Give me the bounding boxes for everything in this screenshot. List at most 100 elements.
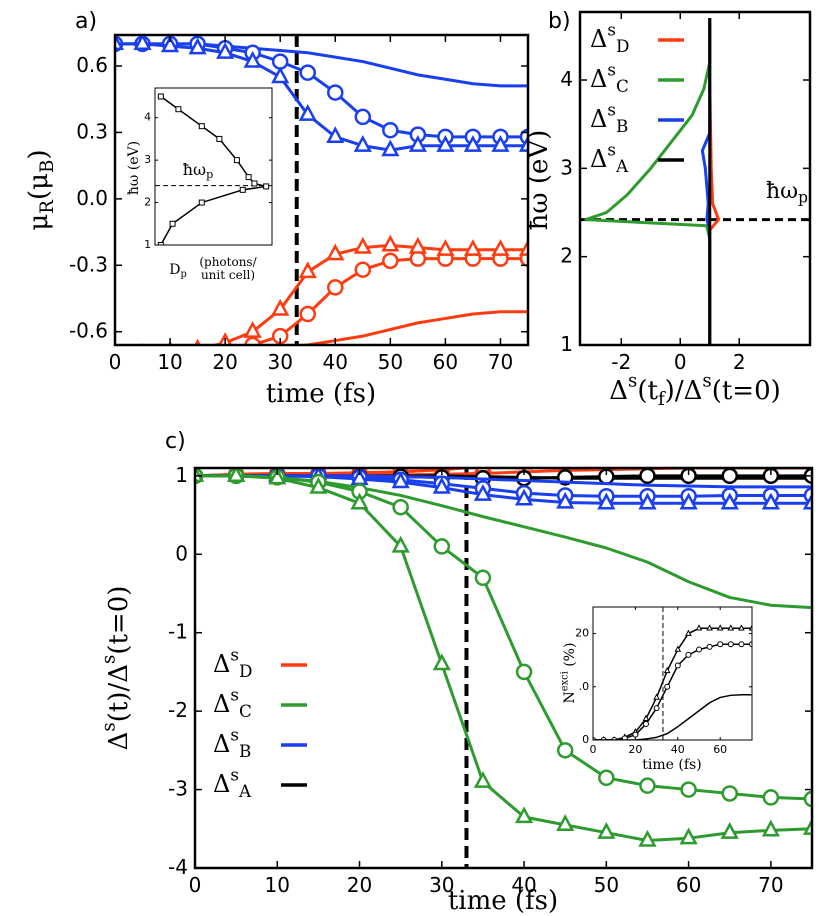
- marker: [518, 135, 528, 152]
- x-axis-label-note: unit cell): [201, 268, 255, 282]
- marker: [157, 242, 164, 245]
- marker: [382, 121, 399, 139]
- x-tick-label: 0: [109, 350, 122, 374]
- marker: [761, 492, 780, 510]
- marker: [299, 64, 316, 81]
- marker: [680, 781, 697, 798]
- y-tick-label: 4: [144, 111, 151, 124]
- panel: -2 0 2 1 2 3 4 b) Δs(tf)/Δs(t=0) ħω (eV) ħωp ΔsDΔsC…: [524, 9, 812, 410]
- marker: [309, 476, 328, 494]
- annotation: ħωp: [766, 179, 808, 207]
- marker: [195, 468, 205, 482]
- marker: [382, 252, 399, 270]
- marker: [432, 653, 451, 671]
- marker: [556, 814, 575, 832]
- marker: [639, 777, 656, 794]
- marker: [433, 538, 451, 555]
- marker: [695, 624, 703, 631]
- marker: [354, 108, 372, 126]
- marker: [169, 220, 176, 227]
- marker: [227, 468, 246, 482]
- marker: [473, 771, 493, 788]
- marker: [723, 454, 737, 467]
- marker: [239, 186, 246, 193]
- legend-label: ΔsD: [590, 19, 629, 56]
- marker: [802, 818, 812, 835]
- series-line: [160, 95, 267, 245]
- marker: [392, 498, 409, 516]
- marker: [353, 236, 372, 254]
- plot-area: [115, 35, 528, 361]
- marker: [463, 135, 483, 152]
- marker: [194, 338, 201, 345]
- y-tick-label: -0.3: [69, 252, 108, 276]
- marker: [191, 347, 205, 361]
- marker: [558, 454, 572, 467]
- y-tick-label: 3: [144, 153, 151, 166]
- marker: [738, 641, 745, 648]
- marker: [518, 239, 528, 256]
- marker: [682, 454, 696, 467]
- marker: [157, 93, 164, 100]
- plot-area: [580, 18, 810, 345]
- series-line: [195, 474, 812, 843]
- y-tick-label: .0: [579, 680, 590, 693]
- marker: [271, 66, 290, 84]
- x-axis-label: Δs(tf)/Δs(t=0): [609, 371, 781, 410]
- y-tick-label: 2: [560, 243, 573, 267]
- marker: [805, 453, 819, 466]
- marker: [463, 239, 483, 256]
- marker: [653, 705, 660, 712]
- marker: [674, 645, 682, 652]
- marker: [653, 693, 660, 700]
- marker: [136, 347, 150, 361]
- marker: [642, 714, 650, 721]
- x-tick-label: 50: [378, 350, 403, 374]
- marker: [175, 106, 182, 113]
- y-tick-label: -1: [168, 619, 188, 643]
- x-axis-label: time (fs): [642, 757, 701, 773]
- x-axis-label: time (fs): [448, 886, 558, 916]
- marker: [432, 476, 451, 494]
- x-tick-label: 30: [267, 350, 292, 374]
- marker: [160, 35, 180, 53]
- marker: [643, 721, 649, 728]
- y-tick-label: 1: [560, 332, 573, 356]
- marker: [141, 343, 144, 345]
- marker: [706, 624, 713, 631]
- series-line: [209, 243, 528, 345]
- marker: [663, 666, 671, 674]
- series-line: [115, 42, 528, 152]
- marker: [491, 135, 510, 152]
- marker: [326, 126, 345, 144]
- series-line: [584, 18, 712, 345]
- marker: [133, 35, 152, 51]
- marker: [473, 483, 493, 501]
- marker: [599, 453, 613, 466]
- x-tick-label: 60: [713, 743, 727, 756]
- series-line: [593, 643, 752, 740]
- marker: [721, 785, 738, 802]
- x-tick-label: 0: [590, 743, 597, 756]
- marker: [638, 492, 657, 510]
- marker: [638, 829, 657, 847]
- marker: [243, 321, 262, 338]
- marker: [263, 183, 270, 190]
- marker: [474, 569, 492, 587]
- marker: [245, 174, 252, 181]
- marker: [391, 471, 410, 489]
- marker: [803, 790, 812, 808]
- panel-label: a): [75, 9, 97, 34]
- marker: [473, 468, 493, 473]
- annotation: ħωp: [183, 160, 214, 181]
- y-tick-label: 0.0: [76, 185, 108, 209]
- y-tick-label: 2: [144, 196, 151, 209]
- marker: [696, 646, 702, 653]
- series-line: [289, 310, 528, 345]
- legend-label: ΔsB: [213, 724, 251, 761]
- y-tick-label: -4: [168, 855, 188, 879]
- marker: [233, 157, 240, 164]
- marker: [408, 236, 427, 254]
